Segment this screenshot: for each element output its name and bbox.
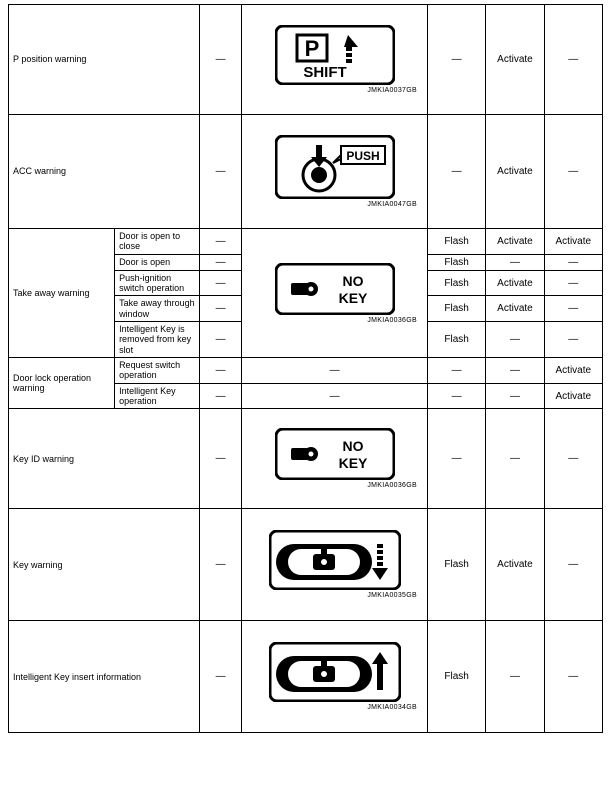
image-id: JMKIA0036GB bbox=[246, 317, 423, 324]
image-id: JMKIA0034GB bbox=[246, 704, 423, 711]
col7-cell: — bbox=[544, 509, 602, 621]
table-row: Door lock operation warningRequest switc… bbox=[9, 358, 603, 384]
row-label: Key ID warning bbox=[13, 454, 74, 464]
col5-cell: Flash bbox=[427, 322, 485, 358]
col3-cell: — bbox=[199, 621, 241, 733]
row-label: Intelligent Key insert information bbox=[13, 672, 141, 682]
col6-cell: Activate bbox=[486, 270, 544, 296]
col5-cell: Flash bbox=[427, 229, 485, 255]
image-cell: JMKIA0034GB bbox=[242, 621, 428, 733]
subrow-label-cell: Take away through window bbox=[115, 296, 200, 322]
subrow-label-cell: Intelligent Key operation bbox=[115, 383, 200, 409]
table-row: Key ID warning—JMKIA0036GB——— bbox=[9, 409, 603, 509]
col5-cell: Flash bbox=[427, 296, 485, 322]
row-label-cell: Intelligent Key insert information bbox=[9, 621, 200, 733]
row-label: Take away warning bbox=[13, 288, 90, 298]
subrow-label-cell: Door is open bbox=[115, 254, 200, 270]
col5-cell: Flash bbox=[427, 509, 485, 621]
col5-cell: Flash bbox=[427, 621, 485, 733]
table-row: Intelligent Key insert information — JMKIA… bbox=[9, 621, 603, 733]
col3-cell: — bbox=[199, 383, 241, 409]
col6-cell: — bbox=[486, 322, 544, 358]
row-label: Key warning bbox=[13, 560, 63, 570]
image-id: JMKIA0037GB bbox=[246, 87, 423, 94]
col5-cell: — bbox=[427, 5, 485, 115]
subrow-label: Push-ignition switch operation bbox=[119, 273, 184, 293]
table-row: ACC warning—JMKIA0047GB—Activate— bbox=[9, 115, 603, 229]
col7-cell: — bbox=[544, 115, 602, 229]
col7-cell: Activate bbox=[544, 383, 602, 409]
col6-cell: Activate bbox=[486, 296, 544, 322]
image-cell: JMKIA0036GB bbox=[242, 229, 428, 358]
subrow-label-cell: Door is open to close bbox=[115, 229, 200, 255]
image-cell: — bbox=[242, 358, 428, 384]
image-cell: JMKIA0047GB bbox=[242, 115, 428, 229]
col6-cell: — bbox=[486, 254, 544, 270]
col3-cell: — bbox=[199, 229, 241, 255]
image-cell: JMKIA0036GB bbox=[242, 409, 428, 509]
col6-cell: Activate bbox=[486, 229, 544, 255]
image-id: JMKIA0035GB bbox=[246, 592, 423, 599]
row-label-cell: Key ID warning bbox=[9, 409, 200, 509]
col6-cell: Activate bbox=[486, 5, 544, 115]
col3-cell: — bbox=[199, 270, 241, 296]
col5-cell: — bbox=[427, 383, 485, 409]
subrow-label: Request switch operation bbox=[119, 360, 180, 380]
subrow-label-cell: Intelligent Key is removed from key slot bbox=[115, 322, 200, 358]
subrow-label: Door is open to close bbox=[119, 231, 180, 251]
table-row: P position warning—JMKIA0037GB—Activate— bbox=[9, 5, 603, 115]
col5-cell: Flash bbox=[427, 254, 485, 270]
col6-cell: — bbox=[486, 409, 544, 509]
col6-cell: — bbox=[486, 358, 544, 384]
image-id: JMKIA0036GB bbox=[246, 482, 423, 489]
col3-cell: — bbox=[199, 254, 241, 270]
col5-cell: — bbox=[427, 358, 485, 384]
row-label: ACC warning bbox=[13, 166, 66, 176]
col6-cell: Activate bbox=[486, 115, 544, 229]
col7-cell: — bbox=[544, 296, 602, 322]
col6-cell: — bbox=[486, 621, 544, 733]
col3-cell: — bbox=[199, 509, 241, 621]
row-label-cell: P position warning bbox=[9, 5, 200, 115]
col7-cell: Activate bbox=[544, 229, 602, 255]
col3-cell: — bbox=[199, 296, 241, 322]
row-label-cell: Door lock operation warning bbox=[9, 358, 115, 409]
row-label: P position warning bbox=[13, 54, 86, 64]
col3-cell: — bbox=[199, 115, 241, 229]
col3-cell: — bbox=[199, 409, 241, 509]
subrow-label: Door is open bbox=[119, 257, 170, 267]
col5-cell: Flash bbox=[427, 270, 485, 296]
image-cell: JMKIA0035GB bbox=[242, 509, 428, 621]
col3-cell: — bbox=[199, 322, 241, 358]
row-label-cell: Take away warning bbox=[9, 229, 115, 358]
row-label-cell: Key warning bbox=[9, 509, 200, 621]
col6-cell: Activate bbox=[486, 509, 544, 621]
col7-cell: — bbox=[544, 322, 602, 358]
subrow-label: Take away through window bbox=[119, 298, 195, 318]
warning-table: P position warning—JMKIA0037GB—Activate—… bbox=[8, 4, 603, 733]
col5-cell: — bbox=[427, 409, 485, 509]
subrow-label: Intelligent Key is removed from key slot bbox=[119, 324, 191, 355]
col7-cell: — bbox=[544, 621, 602, 733]
col7-cell: — bbox=[544, 5, 602, 115]
table-row: Key warning—JMKIA0035GBFlashActivate— bbox=[9, 509, 603, 621]
col7-cell: Activate bbox=[544, 358, 602, 384]
col7-cell: — bbox=[544, 409, 602, 509]
col7-cell: — bbox=[544, 270, 602, 296]
col6-cell: — bbox=[486, 383, 544, 409]
image-cell: — bbox=[242, 383, 428, 409]
col3-cell: — bbox=[199, 5, 241, 115]
row-label: Door lock operation warning bbox=[13, 373, 91, 393]
col5-cell: — bbox=[427, 115, 485, 229]
col3-cell: — bbox=[199, 358, 241, 384]
table-row: Take away warningDoor is open to close—J… bbox=[9, 229, 603, 255]
subrow-label-cell: Push-ignition switch operation bbox=[115, 270, 200, 296]
subrow-label-cell: Request switch operation bbox=[115, 358, 200, 384]
image-id: JMKIA0047GB bbox=[246, 201, 423, 208]
image-cell: JMKIA0037GB bbox=[242, 5, 428, 115]
subrow-label: Intelligent Key operation bbox=[119, 386, 176, 406]
col7-cell: — bbox=[544, 254, 602, 270]
row-label-cell: ACC warning bbox=[9, 115, 200, 229]
